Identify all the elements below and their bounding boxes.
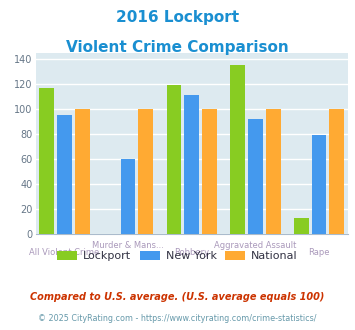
Bar [294, 218, 308, 234]
Bar [184, 95, 199, 234]
Bar [39, 88, 54, 234]
Bar [329, 109, 344, 234]
Bar [266, 109, 280, 234]
Legend: Lockport, New York, National: Lockport, New York, National [53, 247, 302, 266]
Bar [202, 109, 217, 234]
Bar [138, 109, 153, 234]
Bar [248, 119, 263, 234]
Text: © 2025 CityRating.com - https://www.cityrating.com/crime-statistics/: © 2025 CityRating.com - https://www.city… [38, 314, 317, 323]
Bar [75, 109, 89, 234]
Text: All Violent Crime: All Violent Crime [29, 248, 99, 257]
Text: Rape: Rape [308, 248, 330, 257]
Bar [57, 115, 72, 234]
Bar [166, 85, 181, 234]
Text: Murder & Mans...: Murder & Mans... [92, 241, 164, 250]
Text: 2016 Lockport: 2016 Lockport [116, 10, 239, 25]
Bar [312, 135, 327, 234]
Bar [121, 159, 136, 234]
Text: Compared to U.S. average. (U.S. average equals 100): Compared to U.S. average. (U.S. average … [30, 292, 325, 302]
Text: Violent Crime Comparison: Violent Crime Comparison [66, 40, 289, 54]
Text: Robbery: Robbery [174, 248, 209, 257]
Text: Aggravated Assault: Aggravated Assault [214, 241, 296, 250]
Bar [230, 65, 245, 234]
